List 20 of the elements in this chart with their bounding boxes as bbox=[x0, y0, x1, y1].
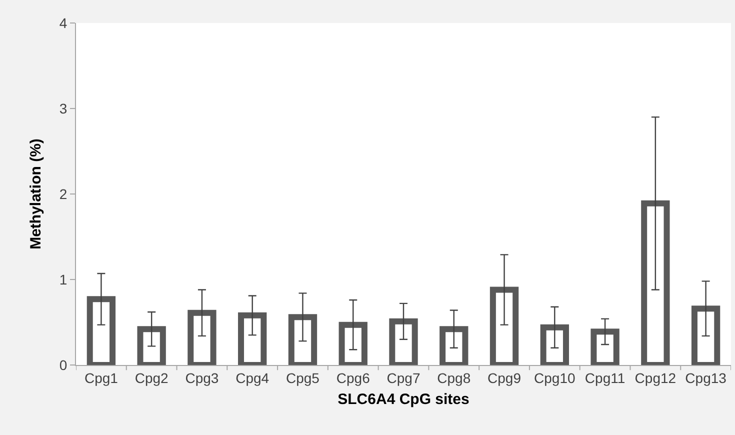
x-axis-title: SLC6A4 CpG sites bbox=[338, 390, 470, 408]
y-tick-label: 3 bbox=[59, 100, 68, 116]
y-tick-label: 4 bbox=[59, 14, 68, 31]
y-tick-label: 2 bbox=[59, 186, 68, 202]
x-tick-label: Cpg10 bbox=[534, 370, 576, 386]
x-tick-label: Cpg1 bbox=[84, 370, 118, 386]
y-axis-title: Methylation (%) bbox=[28, 138, 45, 250]
x-tick-label: Cpg6 bbox=[336, 370, 370, 386]
x-tick-label: Cpg3 bbox=[185, 370, 219, 386]
x-tick-label: Cpg7 bbox=[386, 370, 420, 386]
y-tick-label: 1 bbox=[59, 271, 68, 288]
x-tick-label: Cpg13 bbox=[685, 370, 727, 386]
x-tick-label: Cpg5 bbox=[286, 370, 320, 386]
x-tick-label: Cpg4 bbox=[236, 370, 270, 386]
x-tick-label: Cpg11 bbox=[584, 370, 626, 386]
x-tick-label: Cpg9 bbox=[488, 370, 522, 386]
x-tick-label: Cpg12 bbox=[634, 370, 676, 386]
x-tick-label: Cpg8 bbox=[437, 370, 471, 386]
y-tick-label: 0 bbox=[59, 356, 68, 373]
x-tick-label: Cpg2 bbox=[134, 370, 169, 386]
